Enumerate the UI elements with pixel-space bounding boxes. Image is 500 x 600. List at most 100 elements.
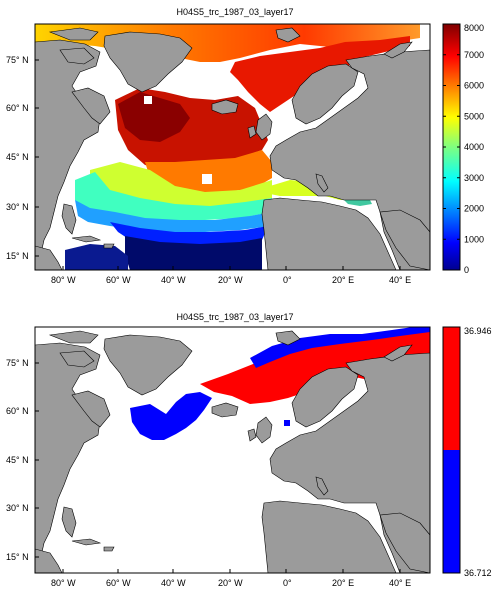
hispaniola: [103, 243, 115, 249]
colorbar-1-ticks: 0 1000 2000 3000 4000 5000 6000 7000 8000: [443, 23, 484, 275]
colorbar-1-tick-label: 5000: [464, 111, 484, 121]
labrador: [71, 390, 111, 428]
arctic-island: [48, 27, 99, 41]
arabia: [379, 209, 430, 270]
colorbar-1-tick-label: 4000: [464, 142, 484, 152]
panel-2-lon-label: 80° W: [51, 578, 76, 588]
hispaniola: [103, 546, 115, 552]
panel-1-lon-label: 40° E: [389, 275, 411, 285]
cuba: [71, 235, 102, 243]
africa: [261, 197, 397, 270]
panel-2-ticks: [35, 362, 401, 573]
panel-1-lon-label: 40° W: [161, 275, 186, 285]
panel-1-lat-label: 30° N: [6, 202, 29, 212]
field-caribbean: [65, 244, 128, 270]
field2-blue-west: [130, 392, 212, 440]
novaya-zemlya: [383, 41, 413, 59]
colorbar-2-frame: [442, 326, 461, 574]
central-america: [35, 548, 63, 573]
panel-1-map: 15° N 30° N 45° N 60° N 75° N 80° W 60° …: [6, 23, 431, 285]
field-yellow-belt: [90, 162, 272, 208]
panel-2-colorbar: 36.946 36.712: [442, 326, 492, 578]
panel-2-lon-label: 40° E: [389, 578, 411, 588]
colorbar-2-top-swatch: [443, 327, 460, 450]
panel-1-lat-label: 60° N: [6, 103, 29, 113]
colorbar-1-tick-label: 8000: [464, 23, 484, 33]
field-green-belt: [75, 172, 272, 220]
panel-1-lat-label: 75° N: [6, 55, 29, 65]
colorbar-2-bottom-swatch: [443, 450, 460, 573]
greenland: [103, 31, 193, 93]
labrador: [71, 87, 111, 125]
colorbar-1-tick-label: 7000: [464, 50, 484, 60]
panel-2-lon-label: 20° W: [218, 578, 243, 588]
nodata-patch-1: [202, 174, 212, 184]
panel-1-lat-label: 15° N: [6, 251, 29, 261]
ireland: [247, 428, 257, 442]
baffin-island: [59, 350, 95, 368]
italy: [315, 173, 329, 193]
colorbar-1-tick-label: 6000: [464, 81, 484, 91]
panel-2-lat-label: 30° N: [6, 503, 29, 513]
british-isles: [255, 113, 273, 141]
italy: [315, 476, 329, 496]
panel-1-lon-label: 20° E: [332, 275, 354, 285]
florida: [61, 506, 77, 538]
field2-red-north: [200, 330, 430, 404]
north-america: [35, 342, 101, 566]
field2-blue-north: [250, 327, 430, 368]
panel-2-lat-label: 15° N: [6, 552, 29, 562]
panel-2-lat-label: 60° N: [6, 406, 29, 416]
africa: [261, 500, 397, 573]
panel-2-lon-label: 20° E: [332, 578, 354, 588]
scandinavia: [291, 366, 359, 428]
arctic-island: [48, 330, 99, 344]
colorbar-1-tick-label: 1000: [464, 234, 484, 244]
panel-1-lat-label: 45° N: [6, 152, 29, 162]
panel-1-frame: [34, 23, 431, 271]
panel-2-lat-label: 75° N: [6, 358, 29, 368]
land-masses-2: [35, 330, 430, 573]
panel-1-lon-label: 60° W: [106, 275, 131, 285]
north-america: [35, 39, 101, 263]
panel-1-title: H04S5_trc_1987_03_layer17: [176, 7, 294, 17]
field2-blue-dot: [284, 420, 290, 426]
colorbar-1-tick-label: 3000: [464, 173, 484, 183]
land-masses-1: [35, 27, 430, 270]
baffin-island: [59, 47, 95, 65]
svalbard: [275, 27, 301, 43]
panel-2-lon-label: 60° W: [106, 578, 131, 588]
greenland: [103, 334, 193, 396]
panel-2-frame: [34, 326, 431, 574]
panel-1-lon-label: 20° W: [218, 275, 243, 285]
iceland: [211, 402, 239, 418]
colorbar-2-bottom-label: 36.712: [464, 568, 492, 578]
svalbard: [275, 330, 301, 346]
panel-2-title: H04S5_trc_1987_03_layer17: [176, 312, 294, 322]
novaya-zemlya: [383, 344, 413, 362]
panel-2-lat-label: 45° N: [6, 455, 29, 465]
ireland: [247, 125, 257, 139]
panel-1-lon-label: 0°: [283, 275, 292, 285]
field-lightblue-belt: [75, 200, 272, 232]
panel-2-lon-label: 0°: [283, 578, 292, 588]
field-orange-belt: [145, 150, 272, 195]
panel-2-map: 15° N 30° N 45° N 60° N 75° N 80° W 60° …: [6, 326, 431, 588]
panel-2-lon-label: 40° W: [161, 578, 186, 588]
panel-1-ticks: [35, 59, 401, 270]
field-south-navy: [125, 236, 262, 270]
nodata-patch-2: [144, 96, 152, 104]
panel-1-colorbar: 0 1000 2000 3000 4000 5000 6000 7000 8000: [442, 23, 484, 275]
florida: [61, 203, 77, 235]
colorbar-2-top-label: 36.946: [464, 326, 492, 336]
british-isles: [255, 416, 273, 444]
arabia: [379, 512, 430, 573]
iceland: [211, 99, 239, 115]
colorbar-1-tick-label: 2000: [464, 204, 484, 214]
panel-1-lon-label: 80° W: [51, 275, 76, 285]
colorbar-1-tick-label: 0: [464, 265, 469, 275]
field-north-atlantic-core: [118, 92, 190, 142]
central-america: [35, 245, 63, 270]
cuba: [71, 538, 102, 546]
scandinavia: [291, 63, 359, 125]
